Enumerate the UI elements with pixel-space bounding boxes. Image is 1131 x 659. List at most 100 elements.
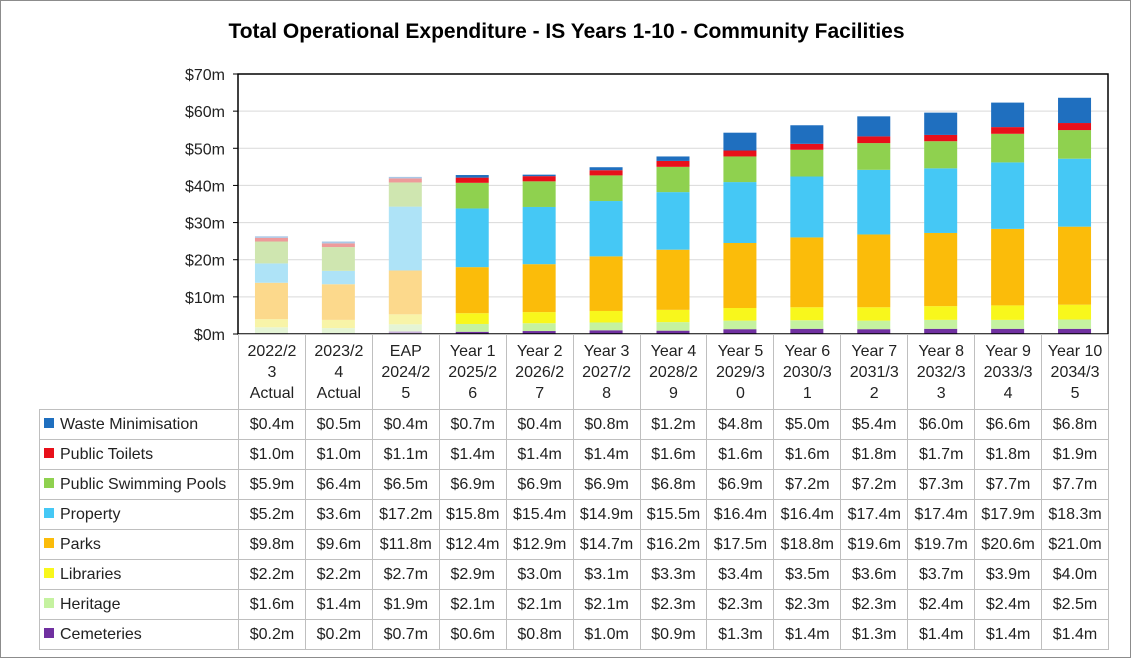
data-label: $17.2m [371,499,440,530]
bar-segment [1058,304,1092,320]
legend-swatch [44,418,54,429]
category-label-line: 3 [267,363,277,381]
bar-segment [388,324,422,332]
data-label: $1.6m [639,439,708,470]
data-label: $2.4m [907,589,976,620]
data-label: $1.1m [371,439,440,470]
data-label: $6.9m [572,469,641,500]
bar-segment [388,314,422,325]
data-label: $5.4m [840,409,909,440]
data-label: $4.8m [706,409,775,440]
category-label-line: 2032/3 [916,363,966,381]
data-label: $12.4m [438,529,507,560]
bar-segment [656,322,690,331]
bar-segment [857,320,891,330]
bar-segment [790,149,824,177]
bar-segment [522,176,556,182]
category-label-line: Year 3 [583,342,630,360]
bar-segment [589,322,623,331]
bar-segment [723,243,757,308]
bar-segment [857,136,891,144]
category-label: Year 6 2030/3 1 [773,334,842,410]
y-tick-label: $30m [185,216,225,233]
category-label: EAP 2024/2 5 [371,334,440,410]
bar-segment [723,320,757,330]
bar-segment [656,166,690,193]
category-label-line: Year 9 [985,342,1031,360]
data-label: $2.3m [706,589,775,620]
bar-segment [790,125,824,144]
legend-entry: Heritage [39,589,239,620]
data-label: $1.6m [238,589,306,620]
bar-segment [924,306,958,320]
legend-swatch [44,448,54,459]
y-tick-label: $70m [185,67,225,84]
bar-segment [656,309,690,323]
data-label: $19.6m [840,529,909,560]
bar-segment [1058,328,1092,334]
bar-segment [991,319,1025,329]
data-label: $7.7m [1041,469,1109,500]
data-label: $1.0m [238,439,306,470]
bar-segment [589,175,623,202]
bar-segment [924,168,958,233]
bar-segment [388,331,422,334]
data-label: $3.4m [706,559,775,590]
category-label-line: 5 [1070,384,1080,402]
category-label-line: 2026/2 [515,363,565,381]
category-label-line: 2034/3 [1050,363,1100,381]
category-label-line: 9 [669,384,678,402]
bar-segment [991,133,1025,163]
bar-segment [388,206,422,271]
data-label: $2.5m [1041,589,1109,620]
bar-segment [924,232,958,307]
category-label: Year 2 2026/2 7 [505,334,574,410]
data-label: $2.3m [773,589,842,620]
data-label: $0.8m [505,619,574,650]
data-label: $5.0m [773,409,842,440]
bar-segment [790,328,824,334]
table-row: Libraries $2.2m $2.2m $2.7m $2.9m $3.0m $3.1m $… [39,559,1109,590]
data-label: $3.6m [840,559,909,590]
category-label: Year 3 2027/2 8 [572,334,641,410]
table-row: Cemeteries $0.2m $0.2m $0.7m $0.6m $0.8m $1.0m… [39,619,1109,650]
category-label-line: 7 [535,384,545,402]
bar-segment [388,270,422,315]
data-label: $1.4m [438,439,507,470]
bar-segment [723,329,757,334]
data-label: $0.7m [438,409,507,440]
data-label: $1.6m [706,439,775,470]
data-label: $15.5m [639,499,708,530]
data-label: $6.9m [438,469,507,500]
bar-segment [723,156,757,183]
legend-entry: Cemeteries [39,619,239,650]
category-label-line: 2030/3 [782,363,832,381]
category-label: Year 8 2032/3 3 [907,334,976,410]
bar-segment [1058,130,1092,159]
data-label: $0.2m [238,619,306,650]
bar-segment [321,284,355,320]
bar-segment [991,127,1025,134]
bar-segment [388,182,422,207]
data-label: $1.3m [840,619,909,650]
data-label: $1.0m [304,439,373,470]
bar-segment [589,167,623,171]
data-label: $0.8m [572,409,641,440]
bar-segment [857,143,891,170]
category-label-line: 2031/3 [849,363,899,381]
bar-segment [522,323,556,332]
bar-segment [857,307,891,321]
bar-segment [455,182,489,209]
category-label-line: Year 10 [1047,342,1103,360]
data-label: $0.4m [371,409,440,440]
bar-segment [790,320,824,329]
data-label: $9.6m [304,529,373,560]
data-label: $2.3m [639,589,708,620]
data-label: $1.6m [773,439,842,470]
category-label-line: Year 2 [516,342,563,360]
category-label-line: Actual [316,384,362,402]
bar-segment [723,150,757,157]
category-label-line: Year 1 [449,342,496,360]
legend-swatch [44,538,54,549]
